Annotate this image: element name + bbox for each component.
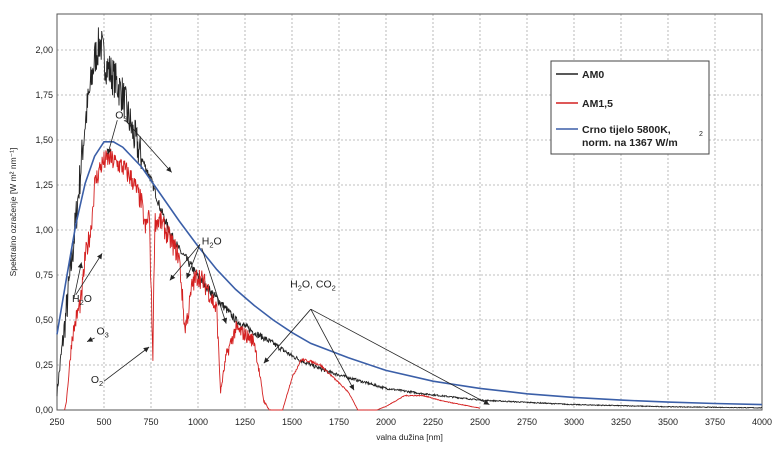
series-line-am15 bbox=[64, 148, 481, 411]
legend-superscript: 2 bbox=[699, 131, 703, 138]
x-tick-label: 500 bbox=[96, 417, 111, 427]
x-tick-label: 3000 bbox=[564, 417, 584, 427]
x-tick-label: 3750 bbox=[705, 417, 725, 427]
annotations: O3 H2O H2O H2O, CO2 O3 O2 bbox=[72, 109, 490, 405]
arrowhead bbox=[169, 274, 176, 281]
x-tick-label: 4000 bbox=[752, 417, 772, 427]
x-tick-label: 750 bbox=[143, 417, 158, 427]
series-layer bbox=[56, 27, 763, 411]
x-tick-label: 1500 bbox=[282, 417, 302, 427]
annotation-arrow bbox=[107, 120, 118, 155]
legend-label: Crno tijelo 5800K, bbox=[582, 124, 671, 136]
arrowhead bbox=[106, 148, 112, 155]
arrowhead bbox=[166, 166, 172, 173]
x-tick-label: 3500 bbox=[658, 417, 678, 427]
arrowhead bbox=[222, 317, 228, 324]
annotation-arrow bbox=[186, 244, 201, 279]
legend-label-line2: norm. na 1367 W/m bbox=[582, 137, 678, 149]
series-line-blackbody bbox=[56, 141, 763, 406]
x-tick-label: 1000 bbox=[188, 417, 208, 427]
annotation-label: H2O, CO2 bbox=[290, 279, 336, 293]
y-tick-label: 0,25 bbox=[35, 360, 53, 370]
annotation-arrow bbox=[310, 309, 355, 391]
y-tick-label: 0,75 bbox=[35, 270, 53, 280]
annotation-arrow bbox=[263, 308, 312, 364]
x-tick-label: 1250 bbox=[235, 417, 255, 427]
y-tick-label: 2,00 bbox=[35, 45, 53, 55]
tick-labels: 250 500 750 1000 1250 1500 1750 2000 2250 2500 275… bbox=[35, 45, 772, 427]
annotation-label: O2 bbox=[91, 374, 103, 388]
arrowhead bbox=[143, 347, 150, 353]
y-tick-label: 0,50 bbox=[35, 315, 53, 325]
annotation-label: O3 bbox=[115, 109, 127, 123]
arrowhead bbox=[87, 336, 94, 342]
x-tick-label: 2500 bbox=[470, 417, 490, 427]
legend-box bbox=[550, 60, 710, 155]
annotation-arrow bbox=[310, 308, 490, 405]
x-axis-label: valna dužina [nm] bbox=[376, 432, 443, 442]
annotation-arrow bbox=[124, 119, 172, 173]
y-tick-label: 1,50 bbox=[35, 135, 53, 145]
y-axis-label: Spektralno ozračenje [W m² nm⁻¹] bbox=[8, 148, 18, 277]
x-tick-label: 3250 bbox=[611, 417, 631, 427]
arrowhead bbox=[263, 357, 270, 364]
arrowhead bbox=[186, 272, 192, 279]
y-tick-label: 1,25 bbox=[35, 180, 53, 190]
y-tick-label: 1,00 bbox=[35, 225, 53, 235]
annotation-label: H2O bbox=[202, 235, 222, 249]
annotation-arrow bbox=[103, 346, 150, 382]
x-tick-label: 2250 bbox=[423, 417, 443, 427]
legend: AM0 AM1,5 Crno tijelo 5800K,norm. na 1367 … bbox=[550, 60, 710, 155]
x-tick-label: 1750 bbox=[329, 417, 349, 427]
y-tick-label: 0,00 bbox=[35, 405, 53, 415]
x-tick-label: 250 bbox=[49, 417, 64, 427]
annotation-label: H2O bbox=[72, 293, 92, 307]
arrowhead bbox=[77, 262, 83, 269]
x-tick-label: 2000 bbox=[376, 417, 396, 427]
annotation-arrow bbox=[75, 253, 103, 296]
y-tick-label: 1,75 bbox=[35, 90, 53, 100]
legend-label: AM1,5 bbox=[582, 98, 613, 110]
annotation-arrow bbox=[73, 262, 82, 299]
annotation-label: O3 bbox=[96, 325, 108, 339]
x-tick-label: 2750 bbox=[517, 417, 537, 427]
plot-frame bbox=[56, 13, 763, 411]
legend-label: AM0 bbox=[582, 69, 604, 81]
arrowhead bbox=[349, 384, 355, 391]
annotation-arrow bbox=[201, 247, 227, 324]
arrowhead bbox=[97, 253, 103, 260]
arrowhead bbox=[483, 399, 490, 405]
annotation-arrow bbox=[169, 244, 201, 281]
